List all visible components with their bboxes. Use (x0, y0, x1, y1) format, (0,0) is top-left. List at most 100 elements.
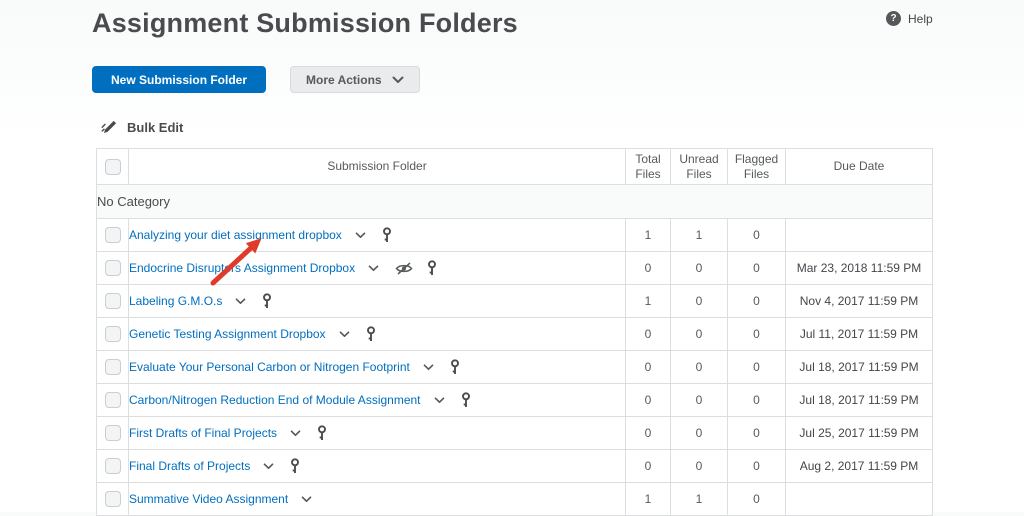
total-files-value: 1 (625, 482, 671, 516)
folder-link[interactable]: Genetic Testing Assignment Dropbox (129, 327, 326, 341)
due-date-value: Jul 11, 2017 11:59 PM (785, 317, 933, 351)
total-files-value: 0 (625, 317, 671, 351)
special-access-key-icon (461, 392, 471, 408)
flagged-files-value: 0 (727, 482, 786, 516)
column-header-total-files: Total Files (625, 148, 671, 185)
flagged-files-value: 0 (727, 251, 786, 285)
flagged-files-value: 0 (727, 383, 786, 417)
folder-context-menu-chevron-icon[interactable] (288, 428, 303, 439)
special-access-key-icon (262, 293, 272, 309)
table-row: First Drafts of Final Projects 0 0 0 Jul… (96, 416, 933, 450)
table-row: Genetic Testing Assignment Dropbox 0 0 0… (96, 317, 933, 351)
flagged-files-value: 0 (727, 284, 786, 318)
select-all-checkbox[interactable] (104, 158, 121, 175)
due-date-value (785, 218, 933, 252)
hidden-eye-slash-icon (395, 262, 413, 275)
unread-files-value: 0 (670, 251, 728, 285)
row-checkbox[interactable] (104, 457, 121, 474)
total-files-value: 0 (625, 416, 671, 450)
more-actions-label: More Actions (306, 72, 382, 87)
category-label: No Category (96, 184, 933, 219)
row-checkbox[interactable] (104, 358, 121, 375)
folder-link[interactable]: Labeling G.M.O.s (129, 294, 223, 308)
table-row: Carbon/Nitrogen Reduction End of Module … (96, 383, 933, 417)
table-row: Endocrine Disruptors Assignment Dropbox (96, 251, 933, 285)
flagged-files-value: 0 (727, 317, 786, 351)
folder-context-menu-chevron-icon[interactable] (233, 296, 248, 307)
column-header-due-date: Due Date (785, 148, 933, 185)
new-submission-folder-button[interactable]: New Submission Folder (92, 66, 267, 93)
column-header-unread-files: Unread Files (670, 148, 728, 185)
row-checkbox[interactable] (104, 226, 121, 243)
due-date-value: Nov 4, 2017 11:59 PM (785, 284, 933, 318)
special-access-key-icon (290, 458, 300, 474)
table-header-row: Submission Folder Total Files Unread Fil… (96, 148, 933, 185)
folder-link[interactable]: Analyzing your diet assignment dropbox (129, 228, 342, 242)
row-checkbox[interactable] (104, 259, 121, 276)
more-actions-button[interactable]: More Actions (290, 66, 420, 93)
total-files-value: 0 (625, 449, 671, 483)
table-row: Final Drafts of Projects 0 0 0 Aug 2, 20… (96, 449, 933, 483)
total-files-value: 0 (625, 350, 671, 384)
unread-files-value: 1 (670, 218, 728, 252)
folder-link[interactable]: Evaluate Your Personal Carbon or Nitroge… (129, 360, 410, 374)
total-files-value: 1 (625, 218, 671, 252)
column-header-flagged-files: Flagged Files (727, 148, 786, 185)
column-header-submission-folder: Submission Folder (128, 148, 626, 185)
special-access-key-icon (317, 425, 327, 441)
table-row: Evaluate Your Personal Carbon or Nitroge… (96, 350, 933, 384)
unread-files-value: 0 (670, 383, 728, 417)
due-date-value: Mar 23, 2018 11:59 PM (785, 251, 933, 285)
folder-context-menu-chevron-icon[interactable] (261, 461, 276, 472)
pencil-icon (101, 119, 118, 136)
row-checkbox[interactable] (104, 292, 121, 309)
unread-files-value: 0 (670, 350, 728, 384)
table-row: Summative Video Assignment 1 1 0 (96, 482, 933, 516)
flagged-files-value: 0 (727, 350, 786, 384)
due-date-value: Jul 25, 2017 11:59 PM (785, 416, 933, 450)
row-checkbox[interactable] (104, 391, 121, 408)
unread-files-value: 0 (670, 416, 728, 450)
unread-files-value: 0 (670, 317, 728, 351)
help-label: Help (908, 11, 933, 26)
folder-context-menu-chevron-icon[interactable] (421, 362, 436, 373)
due-date-value: Jul 18, 2017 11:59 PM (785, 383, 933, 417)
special-access-key-icon (382, 227, 392, 243)
row-checkbox[interactable] (104, 424, 121, 441)
unread-files-value: 0 (670, 284, 728, 318)
unread-files-value: 1 (670, 482, 728, 516)
special-access-key-icon (366, 326, 376, 342)
bulk-edit-button[interactable]: Bulk Edit (101, 119, 183, 136)
due-date-value: Aug 2, 2017 11:59 PM (785, 449, 933, 483)
due-date-value (785, 482, 933, 516)
special-access-key-icon (427, 260, 437, 276)
chevron-down-icon (392, 76, 404, 84)
special-access-key-icon (450, 359, 460, 375)
row-checkbox[interactable] (104, 490, 121, 507)
page-title: Assignment Submission Folders (92, 8, 518, 38)
folder-link[interactable]: First Drafts of Final Projects (129, 426, 278, 440)
folder-context-menu-chevron-icon[interactable] (353, 230, 368, 241)
bulk-edit-label: Bulk Edit (127, 120, 184, 135)
flagged-files-value: 0 (727, 416, 786, 450)
category-row: No Category (96, 184, 933, 219)
help-link[interactable]: ? Help (886, 11, 933, 26)
folder-link[interactable]: Final Drafts of Projects (129, 459, 251, 473)
due-date-value: Jul 18, 2017 11:59 PM (785, 350, 933, 384)
submission-folders-table: Submission Folder Total Files Unread Fil… (96, 148, 933, 516)
folder-context-menu-chevron-icon[interactable] (432, 395, 447, 406)
folder-context-menu-chevron-icon[interactable] (366, 263, 381, 274)
folder-link[interactable]: Summative Video Assignment (129, 492, 289, 506)
total-files-value: 0 (625, 383, 671, 417)
unread-files-value: 0 (670, 449, 728, 483)
table-row: Analyzing your diet assignment dropbox 1… (96, 218, 933, 252)
folder-context-menu-chevron-icon[interactable] (337, 329, 352, 340)
folder-context-menu-chevron-icon[interactable] (299, 494, 314, 505)
folder-link[interactable]: Carbon/Nitrogen Reduction End of Module … (129, 393, 421, 407)
total-files-value: 1 (625, 284, 671, 318)
row-checkbox[interactable] (104, 325, 121, 342)
total-files-value: 0 (625, 251, 671, 285)
folder-link[interactable]: Endocrine Disruptors Assignment Dropbox (129, 261, 356, 275)
table-row: Labeling G.M.O.s 1 0 0 Nov 4, 2017 11:59… (96, 284, 933, 318)
flagged-files-value: 0 (727, 218, 786, 252)
